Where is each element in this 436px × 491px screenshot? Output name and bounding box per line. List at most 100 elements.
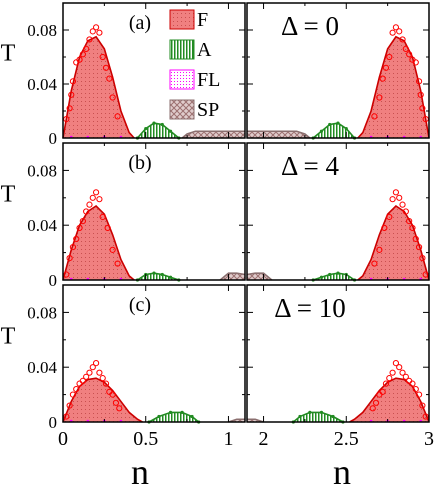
panel-2-left	[62, 142, 246, 282]
f-point	[399, 36, 406, 43]
y-tick-label: 0.08	[27, 161, 57, 180]
f-area	[349, 378, 429, 422]
f-point	[73, 235, 80, 242]
legend-swatch-f	[169, 9, 195, 30]
f-point	[417, 91, 424, 98]
a-point	[319, 129, 324, 133]
sp-area	[182, 131, 245, 138]
f-point	[106, 75, 113, 82]
a-point	[160, 272, 164, 277]
delta-label: Δ = 4	[281, 151, 340, 181]
panel-frame	[246, 284, 430, 423]
legend-label-fl: FL	[197, 69, 220, 91]
panel-2-right	[246, 142, 430, 282]
a-point	[152, 121, 156, 125]
f-point	[69, 244, 77, 251]
f-point	[86, 36, 93, 43]
f-point	[69, 391, 77, 398]
f-point	[382, 64, 390, 71]
a-area	[313, 123, 355, 138]
y-axis-label: T	[1, 324, 16, 350]
sp-line	[247, 418, 264, 423]
a-point	[180, 410, 184, 415]
f-point	[86, 201, 93, 208]
f-point	[409, 224, 416, 232]
f-point	[83, 373, 90, 380]
f-point	[92, 359, 100, 367]
f-point	[415, 391, 423, 398]
a-point	[190, 414, 194, 419]
y-tick-label: 0.04	[27, 75, 57, 94]
f-line	[62, 204, 135, 281]
panel-1-right	[246, 2, 430, 140]
panel-label: (c)	[129, 294, 151, 316]
panel-frame	[62, 142, 246, 281]
x-tick-label: 2	[259, 428, 269, 450]
a-point	[331, 414, 335, 419]
f-point	[415, 244, 423, 251]
f-area	[63, 378, 143, 422]
sp-line	[181, 130, 245, 139]
sp-area	[247, 273, 272, 280]
f-point	[399, 201, 406, 208]
a-point	[157, 414, 161, 419]
f-point	[412, 386, 419, 393]
f-point	[102, 64, 110, 71]
f-point	[96, 369, 103, 376]
f-point	[89, 364, 96, 371]
a-point	[298, 414, 302, 419]
panel-3-left	[62, 284, 246, 424]
x-axis-label: n	[333, 452, 351, 491]
f-point	[379, 75, 386, 82]
f-point	[114, 113, 121, 120]
f-point	[386, 213, 393, 221]
f-point	[66, 105, 73, 112]
panel-3-right	[246, 284, 430, 424]
sp-line	[219, 272, 246, 281]
f-point	[396, 194, 403, 201]
x-axis-label: n	[131, 452, 149, 491]
f-point	[79, 51, 86, 58]
f-point	[112, 399, 120, 406]
f-point	[96, 196, 103, 203]
f-point	[109, 94, 116, 101]
sp-line	[228, 418, 245, 423]
y-tick-label: 0	[49, 129, 58, 148]
f-point	[415, 78, 423, 85]
a-area	[137, 123, 179, 138]
f-point	[73, 386, 80, 393]
x-tick-label: 0.5	[133, 428, 158, 450]
f-point	[83, 45, 90, 53]
f-point	[402, 208, 409, 215]
f-point	[376, 94, 383, 101]
f-point	[412, 235, 419, 242]
f-point	[114, 260, 121, 267]
f-point	[369, 405, 376, 412]
y-axis-label: T	[1, 182, 16, 208]
a-point	[152, 271, 156, 275]
f-point	[79, 377, 86, 384]
legend-label-sp: SP	[197, 99, 219, 121]
legend-label-a: A	[197, 39, 212, 61]
f-line	[62, 35, 135, 139]
f-point	[99, 213, 106, 221]
f-point	[386, 53, 393, 61]
panel-label: (b)	[128, 152, 151, 174]
x-tick-label: 1	[223, 428, 233, 450]
y-tick-label: 0.04	[27, 358, 57, 377]
f-area	[357, 36, 429, 138]
y-tick-label: 0	[49, 413, 58, 432]
a-point	[344, 126, 348, 131]
y-tick-label: 0.08	[27, 21, 57, 40]
x-tick-label: 0	[58, 428, 68, 450]
sp-area	[220, 273, 245, 280]
f-point	[109, 246, 116, 253]
panel-1-left	[62, 2, 246, 140]
legend-swatch-sp	[169, 99, 195, 120]
f-point	[392, 24, 400, 31]
f-point	[371, 113, 378, 120]
f-point	[379, 388, 386, 395]
f-point	[76, 56, 83, 63]
f-point	[68, 91, 75, 98]
f-point	[76, 224, 83, 232]
